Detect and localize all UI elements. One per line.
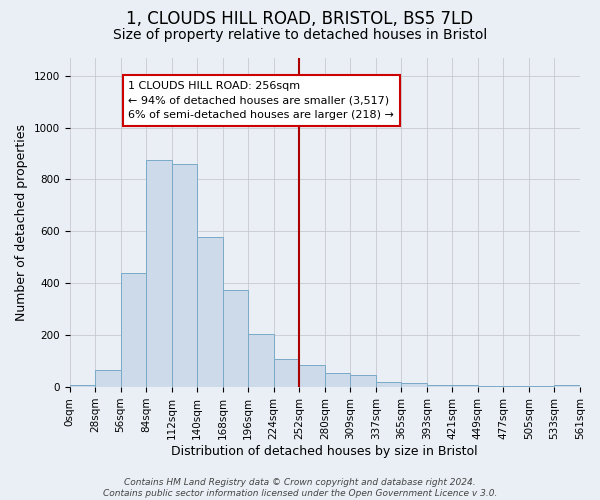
Bar	[70, 384, 95, 387]
Bar	[223, 290, 248, 387]
Bar	[274, 358, 299, 387]
Bar	[95, 370, 121, 387]
Text: 1 CLOUDS HILL ROAD: 256sqm
← 94% of detached houses are smaller (3,517)
6% of se: 1 CLOUDS HILL ROAD: 256sqm ← 94% of deta…	[128, 81, 394, 120]
Bar	[146, 160, 172, 387]
Bar	[427, 384, 452, 387]
X-axis label: Distribution of detached houses by size in Bristol: Distribution of detached houses by size …	[172, 444, 478, 458]
Bar	[529, 386, 554, 387]
Bar	[325, 373, 350, 387]
Bar	[121, 273, 146, 387]
Bar	[452, 384, 478, 387]
Bar	[197, 236, 223, 387]
Bar	[350, 376, 376, 387]
Bar	[299, 365, 325, 387]
Bar	[248, 334, 274, 387]
Bar	[478, 386, 503, 387]
Text: Contains HM Land Registry data © Crown copyright and database right 2024.
Contai: Contains HM Land Registry data © Crown c…	[103, 478, 497, 498]
Text: Size of property relative to detached houses in Bristol: Size of property relative to detached ho…	[113, 28, 487, 42]
Bar	[503, 386, 529, 387]
Y-axis label: Number of detached properties: Number of detached properties	[15, 124, 28, 321]
Bar	[401, 383, 427, 387]
Text: 1, CLOUDS HILL ROAD, BRISTOL, BS5 7LD: 1, CLOUDS HILL ROAD, BRISTOL, BS5 7LD	[127, 10, 473, 28]
Bar	[172, 164, 197, 387]
Bar	[376, 382, 401, 387]
Bar	[554, 384, 580, 387]
